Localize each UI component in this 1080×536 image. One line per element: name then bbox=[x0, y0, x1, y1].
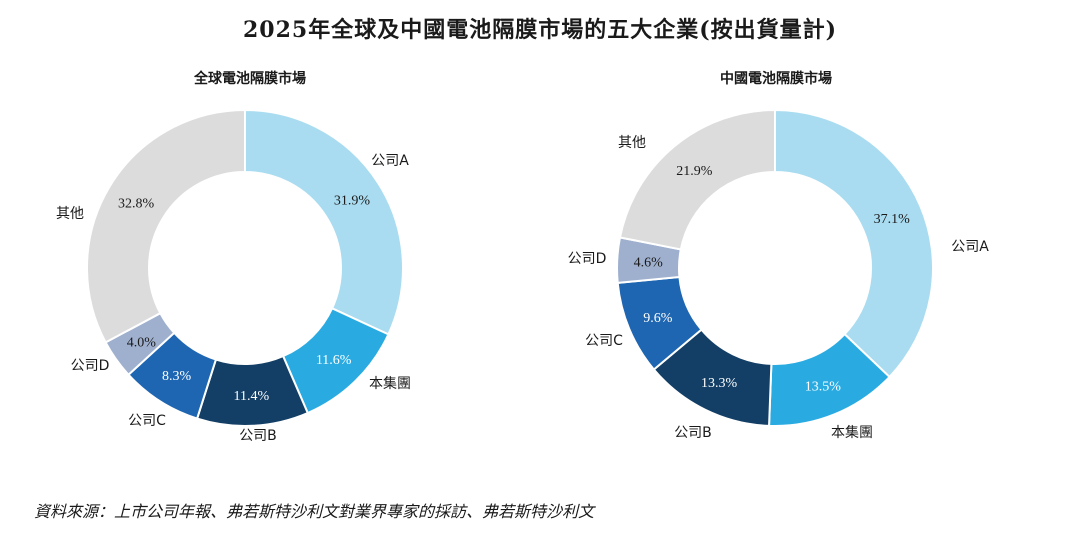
slice-category-label: 公司B bbox=[674, 425, 712, 441]
slice-china-5 bbox=[618, 108, 776, 251]
slice-category-label: 公司C bbox=[128, 413, 166, 429]
slice-percent-label: 13.5% bbox=[805, 380, 842, 395]
slice-category-label: 公司B bbox=[239, 428, 277, 444]
slice-percent-label: 4.0% bbox=[127, 335, 157, 350]
slice-percent-label: 4.6% bbox=[634, 256, 664, 271]
slice-percent-label: 11.4% bbox=[234, 389, 270, 404]
slice-percent-label: 11.6% bbox=[316, 353, 352, 368]
slice-category-label: 公司A bbox=[371, 153, 409, 169]
slice-percent-label: 31.9% bbox=[334, 194, 371, 209]
slice-global-0 bbox=[244, 108, 404, 336]
slice-category-label: 公司D bbox=[568, 251, 607, 267]
left-chart-title: 全球電池隔膜市場 bbox=[194, 71, 306, 87]
slice-category-label: 其他 bbox=[56, 206, 84, 222]
slice-global-5 bbox=[86, 108, 246, 344]
slice-category-label: 其他 bbox=[618, 135, 646, 151]
slice-percent-label: 8.3% bbox=[162, 369, 192, 384]
slice-category-label: 本集團 bbox=[369, 375, 411, 392]
right-chart-title: 中國電池隔膜市場 bbox=[720, 71, 832, 87]
slice-category-label: 公司D bbox=[71, 358, 110, 374]
chart-title: 2025年全球及中國電池隔膜市場的五大企業(按出貨量計) bbox=[242, 17, 838, 43]
slice-percent-label: 13.3% bbox=[701, 376, 738, 391]
slice-percent-label: 21.9% bbox=[676, 164, 713, 179]
slice-percent-label: 32.8% bbox=[118, 197, 155, 212]
source-note: 資料來源：上市公司年報、弗若斯特沙利文對業界專家的採訪、弗若斯特沙利文 bbox=[34, 502, 595, 521]
slice-category-label: 公司A bbox=[951, 239, 989, 255]
slice-category-label: 本集團 bbox=[831, 424, 873, 441]
slice-category-label: 公司C bbox=[585, 333, 623, 349]
slice-percent-label: 37.1% bbox=[874, 212, 911, 227]
slice-china-0 bbox=[774, 108, 934, 379]
slice-percent-label: 9.6% bbox=[643, 311, 673, 326]
